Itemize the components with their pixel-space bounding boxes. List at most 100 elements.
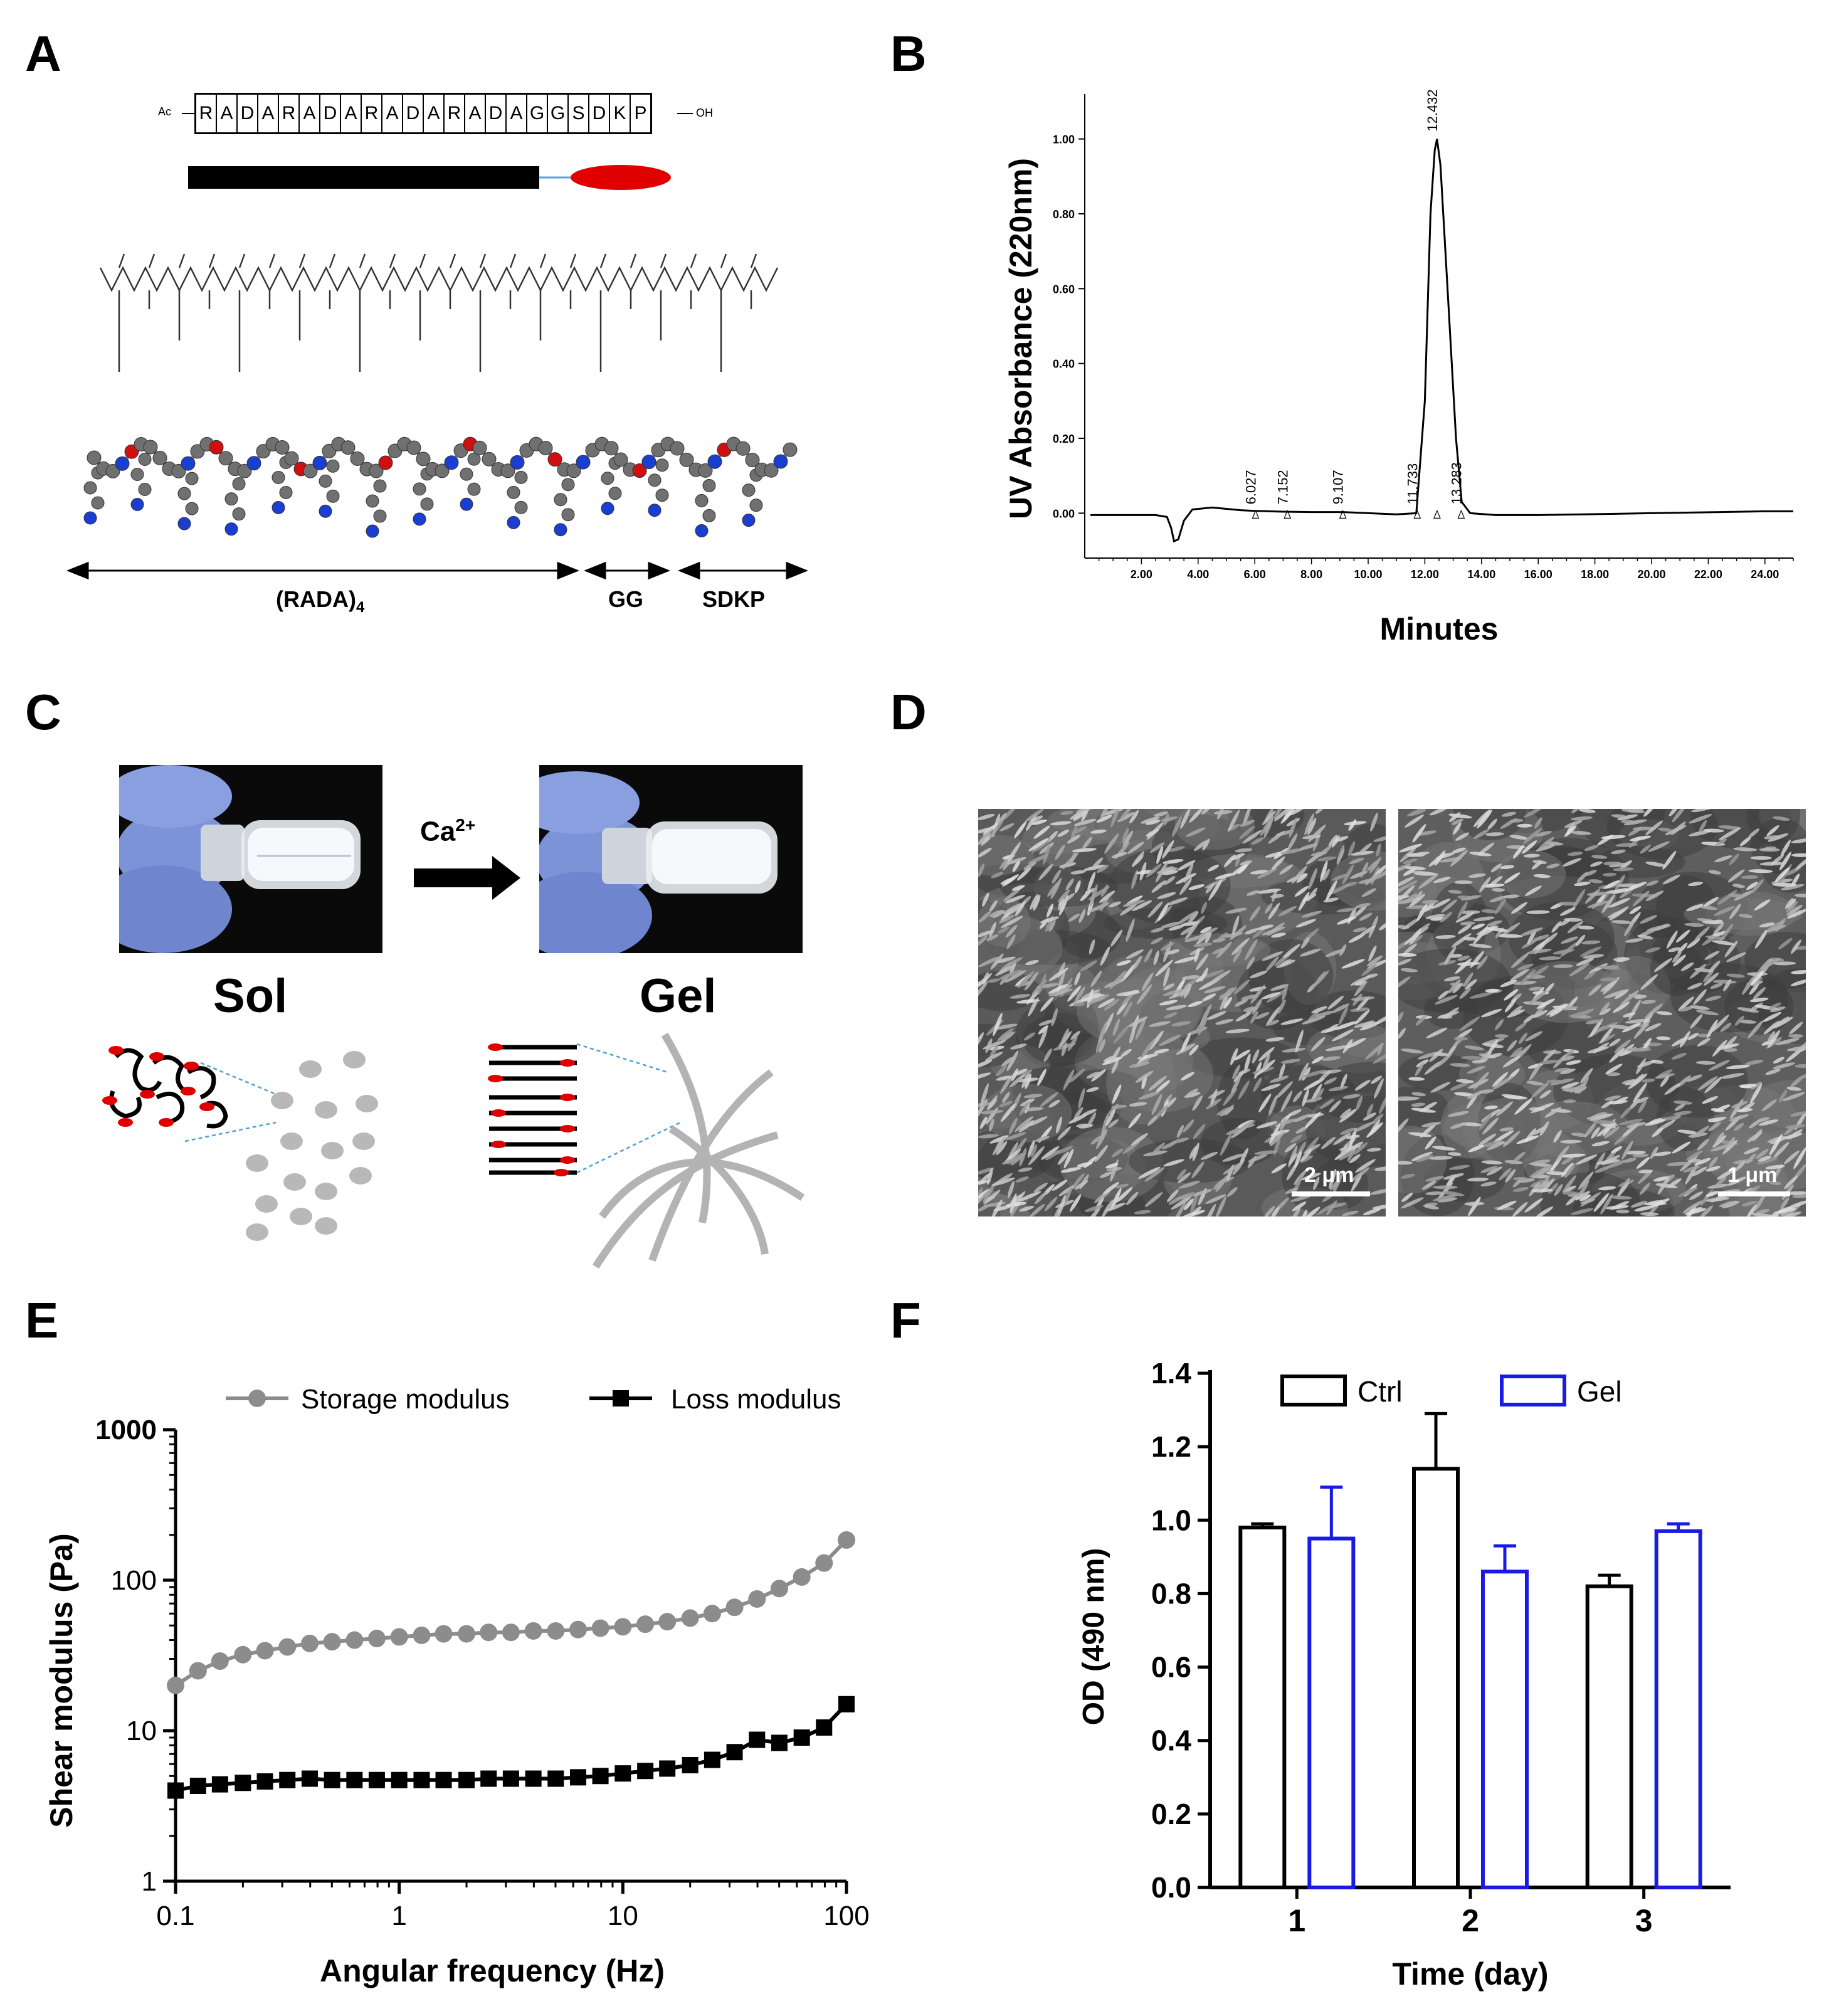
y-tick-label: 10: [126, 1716, 157, 1746]
y-tick-label: 0.0: [1151, 1871, 1191, 1904]
y-tick-label: 0.40: [1053, 358, 1075, 371]
gel-fibre-network: [596, 1035, 803, 1267]
sem-image-left: 2 μm: [978, 809, 1386, 1216]
legend-box-ctrl: [1282, 1376, 1345, 1405]
y-tick-label: 0.4: [1151, 1724, 1191, 1757]
legend-label-storage: Storage modulus: [301, 1384, 510, 1415]
storage-modulus-point: [413, 1627, 430, 1644]
legend-label-loss: Loss modulus: [671, 1384, 841, 1415]
gel-bar: [1309, 1539, 1353, 1887]
y-tick-label: 1.0: [1151, 1504, 1191, 1536]
x-tick-label: 6.00: [1244, 568, 1266, 581]
ball-and-stick-model: [84, 437, 797, 537]
sol-gel-schematic: [0, 721, 878, 1285]
loss-modulus-point: [525, 1771, 542, 1787]
storage-modulus-point: [211, 1652, 229, 1670]
ctrl-bar: [1240, 1528, 1284, 1887]
storage-modulus-point: [592, 1620, 609, 1637]
loss-modulus-point: [816, 1719, 832, 1736]
loss-modulus-point: [704, 1752, 720, 1768]
storage-modulus-point: [502, 1623, 520, 1641]
x-tick-label: 10.00: [1354, 568, 1382, 581]
panel-label-f: F: [890, 1292, 921, 1349]
chemical-structure: [100, 254, 778, 372]
storage-modulus-point: [458, 1625, 475, 1643]
y-axis-title: UV Absorbance (220nm): [1003, 158, 1038, 519]
od-bar-chart: 0.0 0.2 0.4 0.6 0.8 1.0 1.2 1.4 1 2 3 Ctrl Gel OD (49…: [1041, 1348, 1806, 2007]
y-tick-label: 0.2: [1151, 1798, 1191, 1830]
x-tick-label: 3: [1635, 1903, 1653, 1938]
storage-modulus-point: [301, 1635, 319, 1652]
peak-marker: [1458, 510, 1464, 518]
storage-modulus-point: [547, 1622, 564, 1640]
gel-bar: [1657, 1531, 1700, 1887]
y-tick-label: 0.6: [1151, 1651, 1191, 1684]
loss-modulus-point: [369, 1772, 385, 1788]
y-tick-label: 1.00: [1053, 134, 1075, 146]
loss-modulus-point: [257, 1773, 273, 1790]
peptide-schematic: [0, 0, 878, 658]
loss-modulus-point: [302, 1771, 318, 1787]
loss-modulus-point: [749, 1732, 765, 1748]
legend-marker-loss: [613, 1390, 629, 1406]
legend-label-ctrl: Ctrl: [1357, 1375, 1403, 1408]
segment-label-rada: (RADA)4: [276, 586, 364, 616]
storage-modulus-point: [391, 1628, 408, 1645]
loss-modulus-point: [324, 1772, 340, 1788]
storage-modulus-point: [368, 1630, 386, 1647]
peak-label: 9.107: [1331, 470, 1346, 504]
x-tick-label: 2.00: [1131, 568, 1152, 581]
sdkp-head: [571, 165, 671, 190]
x-tick-label: 4.00: [1187, 568, 1209, 581]
y-tick-label: 0.00: [1053, 507, 1075, 520]
loss-modulus-point: [480, 1771, 497, 1787]
storage-modulus-point: [167, 1677, 184, 1694]
storage-modulus-point: [838, 1531, 855, 1549]
storage-modulus-line: [176, 1540, 846, 1686]
ctrl-bar: [1414, 1469, 1458, 1887]
x-tick-label: 24.00: [1751, 568, 1779, 581]
segment-label-gg: GG: [608, 586, 643, 613]
storage-modulus-point: [480, 1623, 497, 1641]
x-tick-label: 12.00: [1411, 568, 1439, 581]
y-tick-label: 1000: [95, 1415, 157, 1445]
storage-modulus-point: [658, 1613, 676, 1630]
x-tick-label: 8.00: [1300, 568, 1322, 581]
gel-bar: [1483, 1571, 1527, 1887]
x-axis-title: Time (day): [1392, 1956, 1548, 1992]
rheology-chart: 0.1 1 10 1001101001000Storage modulus Loss m…: [25, 1348, 890, 2007]
storage-modulus-point: [726, 1598, 744, 1616]
storage-modulus-point: [682, 1609, 699, 1627]
peak-label: 6.027: [1243, 470, 1258, 504]
y-tick-label: 1: [142, 1866, 157, 1897]
loss-modulus-point: [637, 1763, 653, 1779]
loss-modulus-point: [570, 1769, 586, 1785]
panel-label-d: D: [890, 683, 927, 741]
loss-modulus-point: [614, 1765, 631, 1781]
loss-modulus-point: [503, 1771, 519, 1787]
x-tick-label: 2: [1462, 1903, 1479, 1938]
scale-label-right: 1 μm: [1727, 1163, 1777, 1188]
panel-d: 2 μm 1 μm: [978, 809, 1806, 1223]
legend-marker-storage: [248, 1390, 266, 1407]
y-tick-label: 1.2: [1151, 1430, 1191, 1463]
hplc-chart: 0.000.200.400.600.801.002.00 4.00 6.00 8.00…: [903, 63, 1806, 677]
panel-e: 0.1 1 10 100 1 10 100 1000 Storage modulus Loss m…: [25, 1348, 890, 2007]
loss-modulus-point: [235, 1775, 251, 1791]
x-tick-label: 1: [391, 1901, 406, 1931]
storage-modulus-point: [234, 1646, 251, 1664]
loss-modulus-point: [391, 1772, 408, 1788]
sol-peptide-coils: [112, 1050, 226, 1126]
y-axis-title: Shear modulus (Pa): [44, 1533, 79, 1828]
legend-label-gel: Gel: [1577, 1375, 1622, 1408]
loss-modulus-point: [547, 1771, 564, 1787]
loss-modulus-point: [593, 1768, 609, 1784]
y-tick-label: 1.4: [1151, 1357, 1191, 1390]
loss-modulus-point: [167, 1783, 184, 1799]
storage-modulus-point: [614, 1618, 631, 1635]
scale-bar-left: [1292, 1191, 1370, 1196]
storage-modulus-point: [435, 1625, 453, 1643]
x-tick-label: 0.1: [156, 1901, 194, 1931]
sem-image-right: 1 μm: [1398, 809, 1806, 1216]
